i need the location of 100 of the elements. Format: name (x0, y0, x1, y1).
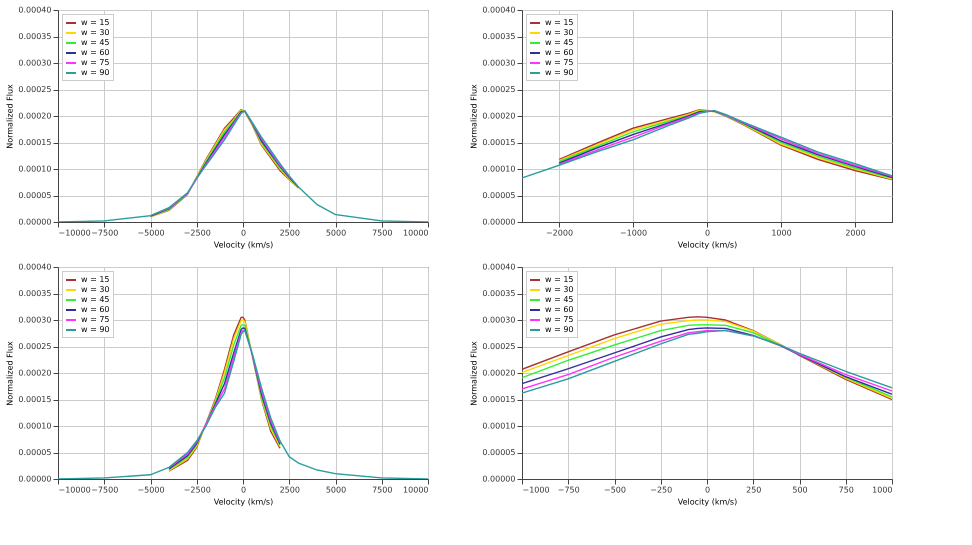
x-tick-label: 10000 (403, 228, 428, 238)
legend-label: w = 15 (545, 275, 574, 284)
x-tick-label: −2500 (184, 228, 211, 238)
x-tick-label: 0 (704, 486, 710, 494)
y-tick-label: 0.00025 (482, 342, 516, 351)
y-tick-label: 0.00010 (482, 422, 516, 430)
y-tick-label: 0.00020 (482, 368, 516, 378)
legend-label: w = 60 (545, 305, 574, 314)
legend-label: w = 45 (545, 295, 574, 304)
x-tick-label: 0 (240, 486, 246, 494)
legend-label: w = 75 (81, 315, 110, 324)
y-tick-label: 0.00030 (482, 316, 516, 324)
y-axis-title: Normalized Flux (469, 84, 478, 149)
x-tick-label: −5000 (137, 486, 165, 494)
x-tick-label: −7500 (91, 228, 118, 238)
y-tick-label: 0.00010 (18, 422, 52, 430)
legend-label: w = 30 (545, 285, 574, 294)
legend-label: w = 30 (545, 28, 574, 37)
y-tick-label: 0.00015 (482, 395, 516, 404)
y-axis-title: Normalized Flux (5, 84, 14, 149)
y-tick-label: 0.00005 (482, 448, 516, 457)
x-tick-label: 2500 (280, 228, 300, 238)
legend-label: w = 60 (81, 48, 110, 57)
legend-label: w = 15 (81, 275, 110, 284)
y-tick-label: 0.00000 (18, 218, 52, 226)
y-axis-title: Normalized Flux (5, 340, 14, 406)
legend-label: w = 90 (545, 68, 574, 77)
legend-label: w = 75 (545, 315, 574, 324)
x-axis-title: Velocity (km/s) (678, 240, 738, 250)
x-tick-label: 1000 (771, 228, 792, 238)
legend-label: w = 15 (545, 18, 574, 27)
y-tick-label: 0.00040 (18, 262, 52, 272)
x-tick-label: −2000 (546, 228, 574, 238)
y-tick-label: 0.00015 (482, 138, 516, 147)
x-tick-label: 500 (792, 486, 808, 494)
y-tick-label: 0.00020 (18, 368, 52, 378)
y-tick-label: 0.00035 (18, 289, 52, 298)
y-tick-label: 0.00000 (482, 474, 516, 484)
y-tick-label: 0.00030 (18, 58, 52, 68)
x-tick-label: 1000 (872, 486, 892, 494)
y-tick-label: 0.00005 (18, 191, 52, 200)
y-tick-label: 0.00035 (482, 289, 516, 298)
y-tick-label: 0.00000 (482, 218, 516, 226)
legend-label: w = 45 (81, 38, 110, 47)
legend-label: w = 75 (545, 58, 574, 67)
y-tick-label: 0.00040 (18, 6, 52, 14)
legend-label: w = 60 (545, 48, 574, 57)
y-tick-label: 0.00005 (482, 191, 516, 200)
x-tick-label: 750 (838, 486, 854, 494)
legend-label: w = 90 (81, 68, 110, 77)
x-tick-label: 250 (746, 486, 762, 494)
y-tick-label: 0.00035 (482, 32, 516, 41)
x-tick-label: 5000 (326, 228, 346, 238)
y-tick-label: 0.00005 (18, 448, 52, 457)
x-tick-label: −10000 (58, 486, 91, 494)
legend-label: w = 45 (81, 295, 110, 304)
legend-label: w = 90 (545, 325, 574, 334)
legend-label: w = 90 (81, 325, 110, 334)
x-axis-title: Velocity (km/s) (214, 240, 274, 250)
x-tick-label: 0 (704, 228, 710, 238)
legend-label: w = 30 (81, 285, 110, 294)
x-axis-title: Velocity (km/s) (678, 498, 738, 506)
x-tick-label: 7500 (372, 486, 392, 494)
y-tick-label: 0.00040 (482, 262, 516, 272)
x-axis-title: Velocity (km/s) (214, 498, 274, 506)
y-tick-label: 0.00010 (482, 164, 516, 174)
y-tick-label: 0.00020 (18, 112, 52, 120)
x-tick-label: 0 (240, 228, 246, 238)
x-tick-label: −1000 (522, 486, 550, 494)
x-tick-label: −500 (604, 486, 626, 494)
x-tick-label: 5000 (326, 486, 346, 494)
x-tick-label: −250 (650, 486, 672, 494)
y-tick-label: 0.00020 (482, 112, 516, 120)
y-tick-label: 0.00040 (482, 6, 516, 14)
y-tick-label: 0.00025 (18, 342, 52, 351)
y-tick-label: 0.00010 (18, 164, 52, 174)
x-tick-label: −7500 (91, 486, 118, 494)
y-tick-label: 0.00015 (18, 138, 52, 147)
x-tick-label: 2000 (845, 228, 866, 238)
y-tick-label: 0.00030 (482, 58, 516, 68)
x-tick-label: −2500 (184, 486, 211, 494)
x-tick-label: 7500 (372, 228, 392, 238)
x-tick-label: 2500 (280, 486, 300, 494)
y-tick-label: 0.00015 (18, 395, 52, 404)
legend-label: w = 45 (545, 38, 574, 47)
y-tick-label: 0.00000 (18, 474, 52, 484)
x-tick-label: 10000 (403, 486, 428, 494)
x-tick-label: −10000 (58, 228, 91, 238)
x-tick-label: −750 (558, 486, 580, 494)
y-tick-label: 0.00025 (18, 85, 52, 94)
y-axis-title: Normalized Flux (469, 340, 478, 406)
x-tick-label: −5000 (137, 228, 165, 238)
x-tick-label: −1000 (620, 228, 648, 238)
legend-label: w = 60 (81, 305, 110, 314)
legend-label: w = 75 (81, 58, 110, 67)
legend-label: w = 30 (81, 28, 110, 37)
y-tick-label: 0.00030 (18, 316, 52, 324)
y-tick-label: 0.00035 (18, 32, 52, 41)
y-tick-label: 0.00025 (482, 85, 516, 94)
legend-label: w = 15 (81, 18, 110, 27)
